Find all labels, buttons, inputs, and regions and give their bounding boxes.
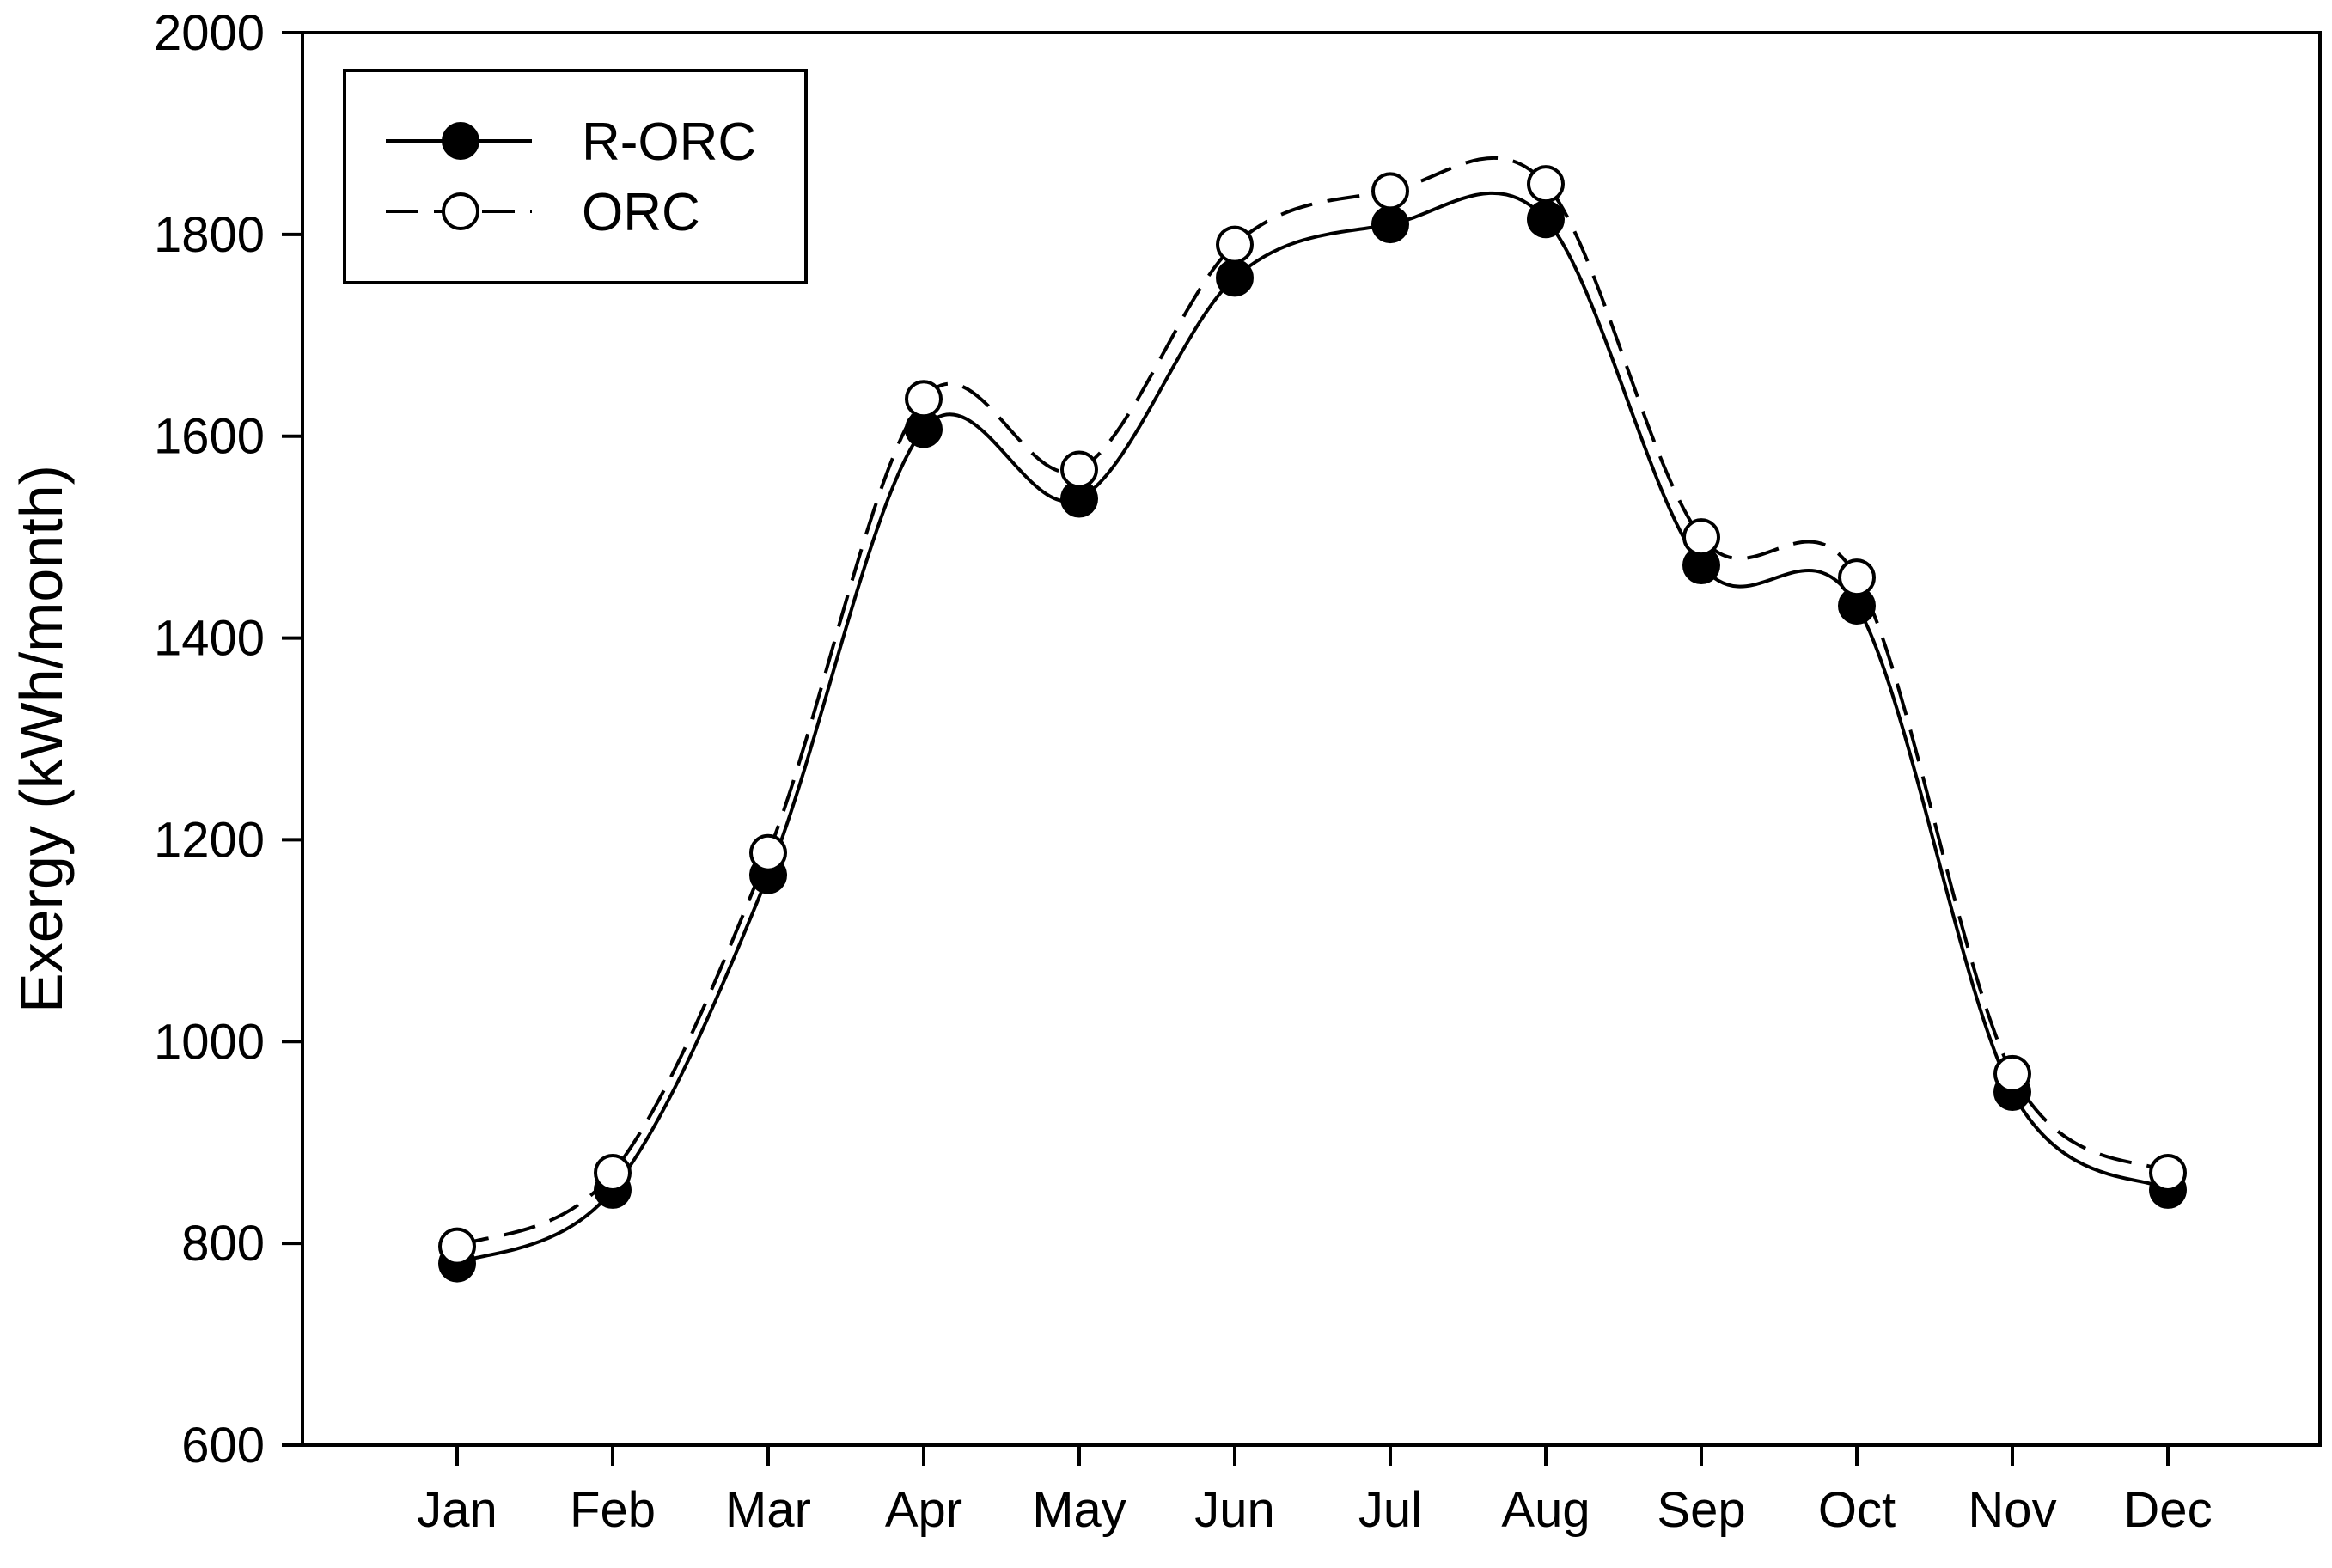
plot-area (301, 31, 2322, 1447)
series-line-r-orc (456, 192, 2170, 1266)
data-point-orc-sep (1682, 518, 1720, 557)
data-point-r-orc-aug (1527, 200, 1565, 239)
legend-swatch-marker (442, 192, 479, 230)
data-point-orc-jul (1371, 172, 1409, 210)
x-tick-label: Jan (417, 1482, 498, 1538)
data-point-orc-jun (1216, 225, 1254, 264)
x-tick-label: Jun (1194, 1482, 1275, 1538)
plot-frame (301, 31, 2322, 1447)
x-tick-label: May (1032, 1482, 1126, 1538)
legend: R-ORC ORC (343, 69, 808, 284)
y-tick-label: 600 (181, 1418, 265, 1473)
y-tick-label: 1200 (154, 812, 265, 868)
data-point-orc-may (1060, 450, 1098, 489)
x-tick-label: Feb (570, 1482, 656, 1538)
y-tick-label: 2000 (154, 5, 265, 61)
x-axis: Jan Feb Mar Apr May Jun Jul Aug Sep Oct Nov Dec (417, 1445, 2213, 1538)
y-tick-label: 1000 (154, 1014, 265, 1070)
y-axis: 600 800 1000 1200 1400 1600 1800 2000 (154, 5, 302, 1473)
series-r-orc (438, 192, 2187, 1283)
data-point-orc-dec (2149, 1153, 2187, 1192)
series-line-orc (456, 156, 2170, 1248)
data-point-orc-jan (438, 1227, 476, 1266)
series-orc (438, 156, 2187, 1266)
legend-entry-orc: ORC (386, 183, 700, 242)
legend-label: ORC (582, 183, 700, 242)
legend-entry-r-orc: R-ORC (386, 113, 756, 172)
data-point-orc-feb (594, 1153, 632, 1192)
data-point-orc-mar (749, 833, 787, 872)
legend-swatch-marker (442, 122, 479, 160)
legend-box (343, 69, 808, 284)
x-tick-label: Aug (1501, 1482, 1590, 1538)
x-tick-label: Apr (885, 1482, 962, 1538)
series-layer (438, 156, 2187, 1283)
y-tick-label: 1400 (154, 611, 265, 667)
y-tick-label: 800 (181, 1216, 265, 1272)
y-tick-label: 1800 (154, 207, 265, 263)
y-tick-label: 1600 (154, 409, 265, 465)
data-point-orc-aug (1527, 165, 1565, 204)
data-point-r-orc-jul (1371, 205, 1409, 244)
data-point-orc-apr (905, 380, 943, 418)
data-point-orc-nov (1993, 1054, 2031, 1093)
x-tick-label: Mar (725, 1482, 811, 1538)
legend-label: R-ORC (582, 113, 756, 172)
data-point-orc-oct (1838, 558, 1876, 597)
data-point-r-orc-jun (1216, 259, 1254, 297)
x-tick-label: Jul (1358, 1482, 1422, 1538)
x-tick-label: Nov (1968, 1482, 2056, 1538)
y-axis-title: Exergy (kWh/month) (8, 465, 75, 1013)
x-tick-label: Oct (1818, 1482, 1896, 1538)
x-tick-label: Sep (1657, 1482, 1745, 1538)
x-tick-label: Dec (2123, 1482, 2212, 1538)
